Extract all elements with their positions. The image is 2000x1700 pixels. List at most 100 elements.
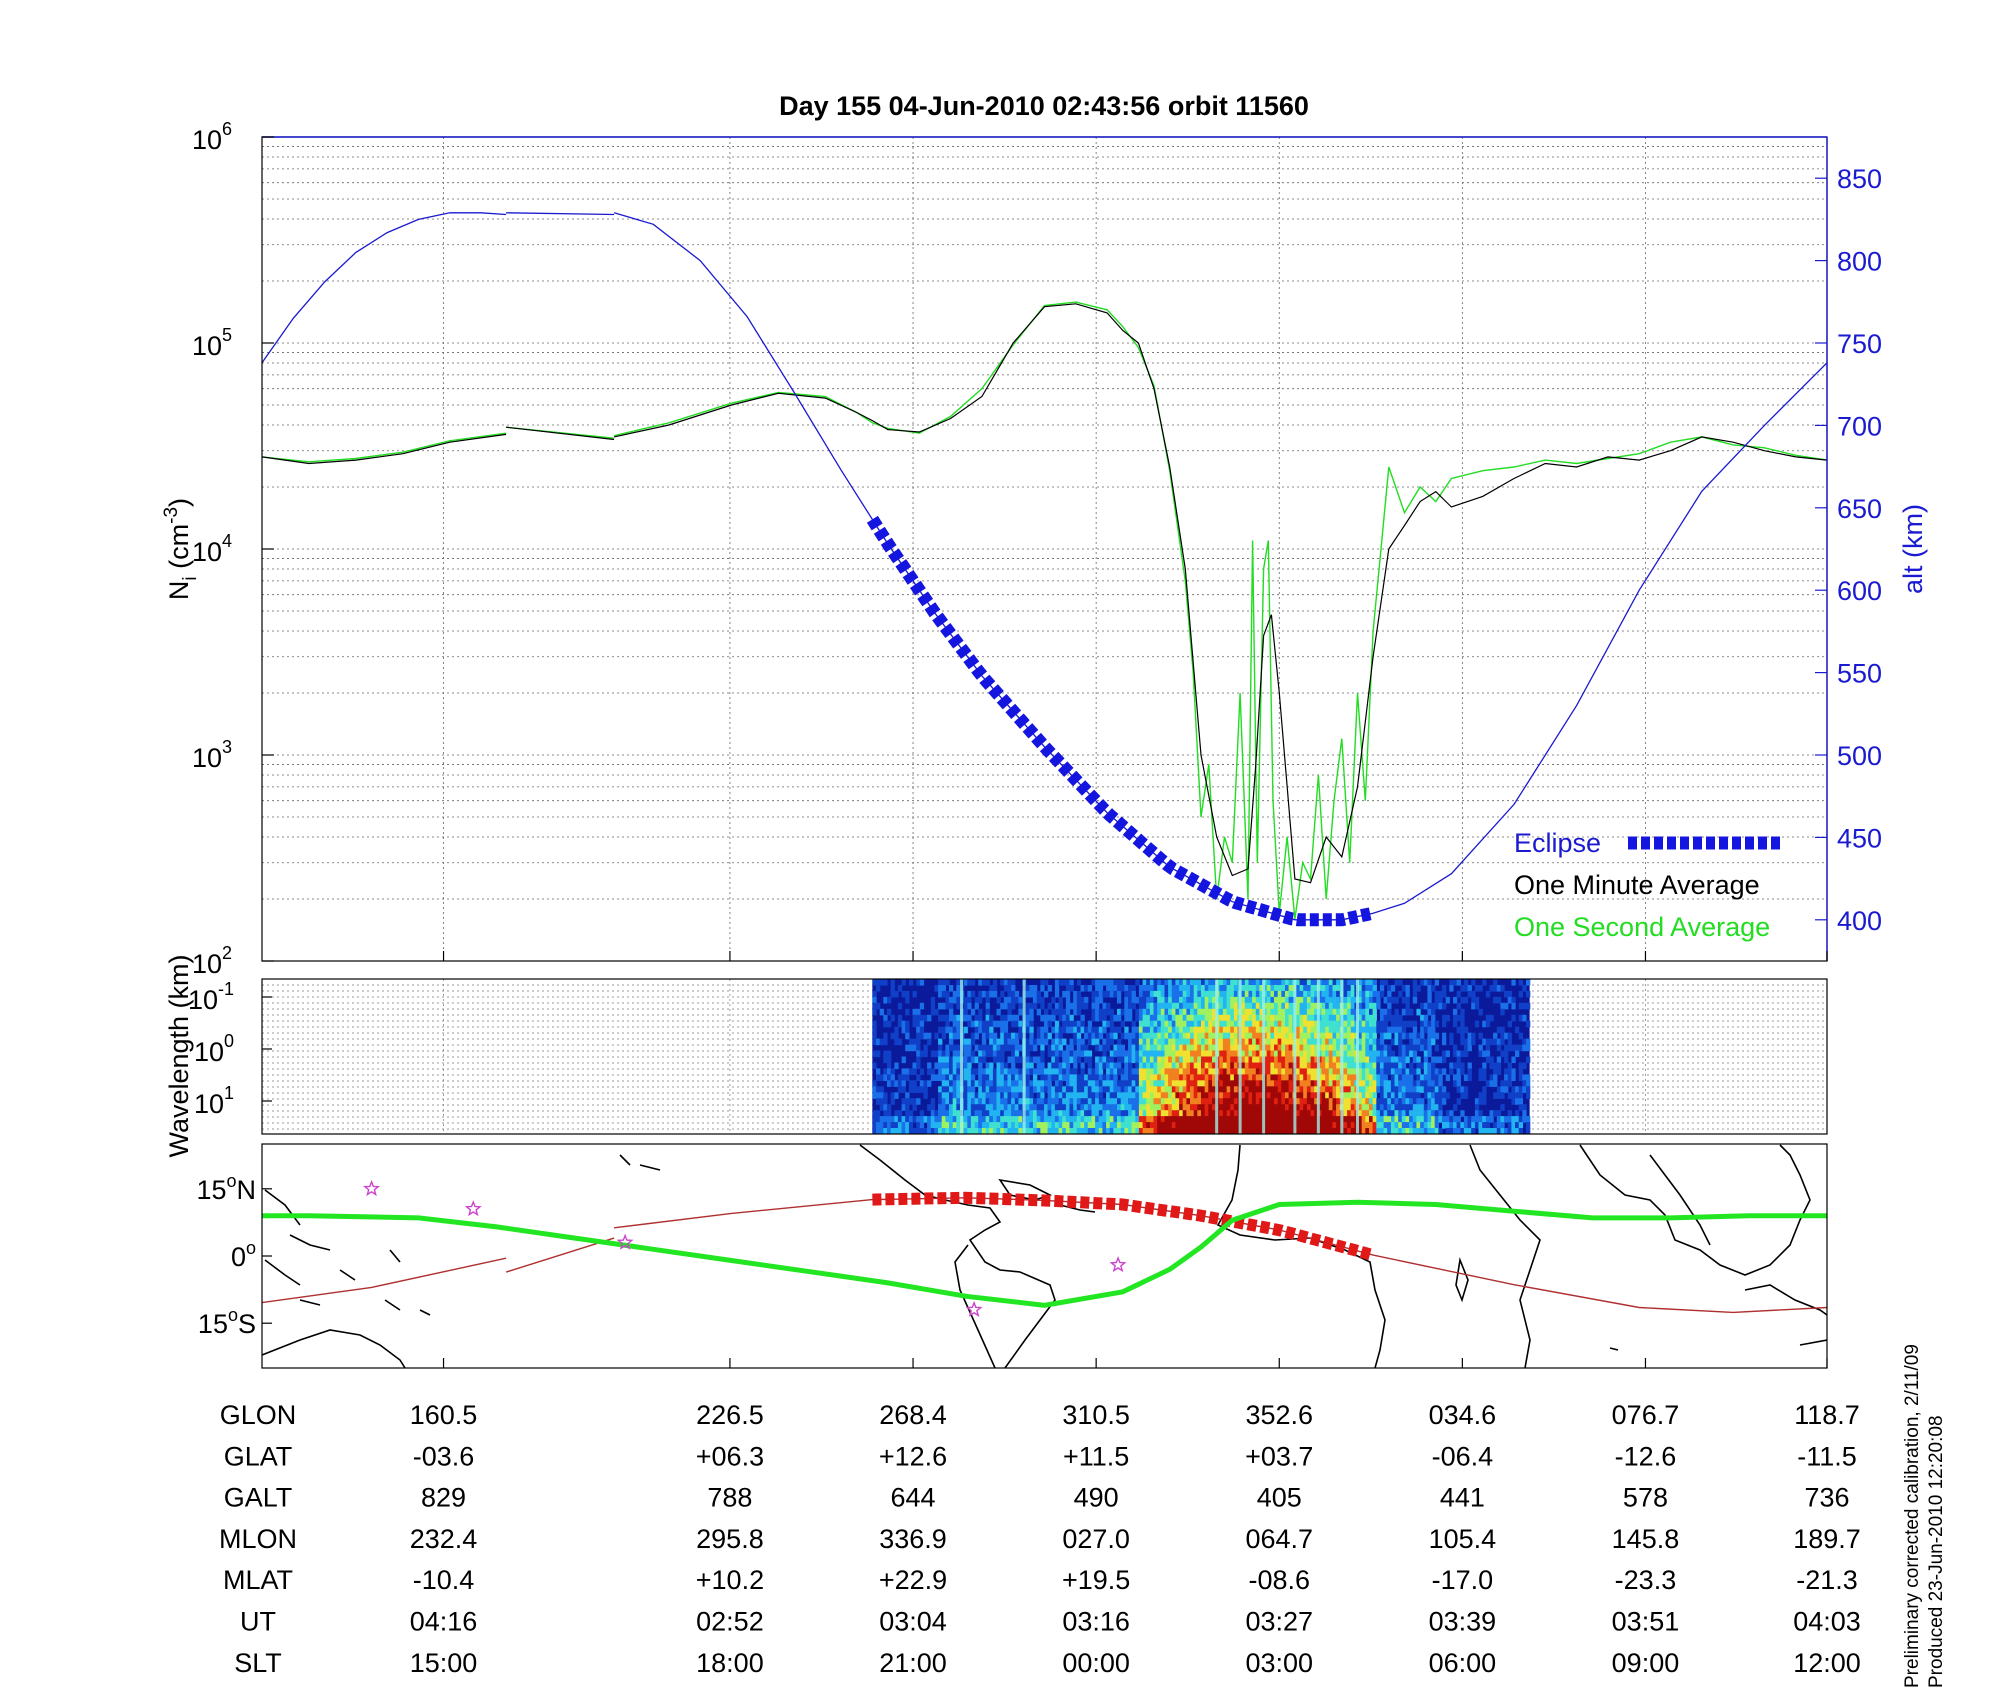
spectrogram-cell [1233, 1104, 1239, 1111]
spectrogram-cell [1073, 1116, 1078, 1123]
spectrogram-cell [876, 1110, 881, 1117]
spectrogram-cell [1288, 1110, 1293, 1117]
spectrogram-cell [1095, 1080, 1100, 1087]
spectrogram-cell [1201, 1098, 1206, 1105]
spectrogram-cell [1489, 985, 1494, 992]
spectrogram-cell [992, 1116, 998, 1123]
spectrogram-cell [1288, 990, 1293, 998]
spectrogram-cell [1102, 1086, 1107, 1093]
spectrogram-cell [949, 1104, 954, 1111]
spectrogram-cell [978, 996, 983, 1004]
spectrogram-cell [1325, 1068, 1330, 1075]
table-cell: -12.6 [1615, 1441, 1677, 1471]
spectrogram-cell [1252, 1086, 1257, 1093]
spectrogram-cell [1186, 1110, 1191, 1117]
table-cell: 268.4 [879, 1400, 947, 1430]
spectrogram-cell [989, 1110, 994, 1117]
spectrogram-cell [1128, 1038, 1133, 1046]
spectrogram-cell [956, 1044, 961, 1052]
spectrogram-cell [908, 1038, 914, 1046]
spectrogram-cell [1047, 1104, 1052, 1111]
spectrogram-cell [956, 979, 961, 986]
spectrogram-cell [1080, 1026, 1085, 1034]
spectrogram-cell [1190, 1026, 1195, 1034]
spectrogram-cell [1058, 1038, 1063, 1046]
spectrogram-cell [1365, 1026, 1370, 1034]
spectrogram-cell [1317, 1080, 1323, 1087]
spectrogram-cell [1427, 1074, 1432, 1081]
spectrogram-cell [1120, 1104, 1125, 1111]
spectrogram-cell [1314, 1110, 1319, 1117]
spectrogram-cell [1365, 1002, 1370, 1010]
spectrogram-cell [1102, 990, 1107, 998]
spectrogram-cell [890, 1074, 895, 1081]
spectrogram-cell [1365, 1110, 1370, 1117]
spectrogram-cell [1493, 1128, 1498, 1134]
spectrogram-cell [1478, 1128, 1483, 1134]
spectrogram-cell [1299, 1116, 1304, 1123]
spectrogram-cell [1080, 1128, 1085, 1134]
spectrogram-cell [1175, 1104, 1180, 1111]
spectrogram-cell [1252, 1056, 1257, 1064]
spectrogram-cell [970, 1050, 976, 1058]
spectrogram-cell [1248, 1122, 1253, 1129]
spectrogram-cell [1281, 1002, 1286, 1010]
spectrogram-cell [1040, 1038, 1045, 1046]
spectrogram-cell [1511, 1068, 1516, 1075]
spectrogram-cell [1069, 1044, 1074, 1052]
spectrogram-cell [1073, 1026, 1078, 1034]
spectrogram-cell [1106, 1032, 1111, 1040]
spectrogram-cell [1197, 1038, 1202, 1046]
spectrogram-cell [1401, 1122, 1407, 1129]
spectrogram-cell [1153, 1098, 1158, 1105]
spectrogram-cell [1051, 1086, 1056, 1093]
spectrogram-cell [1033, 1002, 1038, 1010]
spectrogram-cell [1003, 1110, 1009, 1117]
spectrogram-cell [1047, 1044, 1052, 1052]
spectrogram-cell [923, 1080, 928, 1087]
spectrogram-cell [941, 1056, 946, 1064]
spectrogram-cell [1383, 979, 1388, 986]
spectrogram-cell [1456, 979, 1461, 986]
spectrogram-cell [1179, 985, 1184, 992]
spectrogram-cell [1361, 1074, 1366, 1081]
spectrogram-cell [1383, 1080, 1388, 1087]
spectrogram-cell [1047, 1122, 1052, 1129]
spectrogram-cell [1369, 1086, 1374, 1093]
spectrogram-cell [1438, 1110, 1443, 1117]
spectrogram-cell [887, 1008, 892, 1016]
spectrogram-cell [1047, 1002, 1052, 1010]
spectrogram-cell [1149, 1026, 1155, 1034]
spectrogram-cell [1142, 1038, 1147, 1046]
spectrogram-cell [1431, 1080, 1436, 1087]
spectrogram-cell [901, 1056, 906, 1064]
spectrogram-cell [1471, 1038, 1476, 1046]
spectrogram-cell [1390, 985, 1396, 992]
spectrogram-cell [1394, 1116, 1399, 1123]
spectrogram-cell [1164, 1080, 1169, 1087]
spectrogram-cell [1500, 1026, 1505, 1034]
spectrogram-cell [1179, 1050, 1184, 1058]
spectrogram-cell [1336, 1110, 1341, 1117]
spectrogram-cell [890, 1122, 895, 1129]
spectrogram-cell [1084, 1032, 1089, 1040]
spectrogram-cell [1303, 1122, 1308, 1129]
spectrogram-cell [1336, 1002, 1341, 1010]
spectrogram-cell [989, 1122, 994, 1129]
spectrogram-cell [1109, 1050, 1114, 1058]
spectrogram-cell [1478, 1068, 1483, 1075]
spectrogram-cell [1420, 1026, 1425, 1034]
spectrogram-cell [1222, 1044, 1228, 1052]
spectrogram-cell [1412, 1128, 1418, 1134]
spectrogram-cell [1095, 1104, 1100, 1111]
spectrogram-cell [1376, 1098, 1381, 1105]
spectrogram-cell [1299, 1050, 1304, 1058]
spectrogram-cell [1383, 1056, 1388, 1064]
spectrogram-cell [1405, 1098, 1410, 1105]
spectrogram-cell [1109, 1086, 1114, 1093]
spectrogram-cell [1372, 1128, 1377, 1134]
spectrogram-cell [1463, 1026, 1469, 1034]
spectrogram-cell [1058, 1092, 1063, 1099]
spectrogram-cell [1222, 1068, 1228, 1075]
spectrogram-cell [1128, 1056, 1133, 1064]
